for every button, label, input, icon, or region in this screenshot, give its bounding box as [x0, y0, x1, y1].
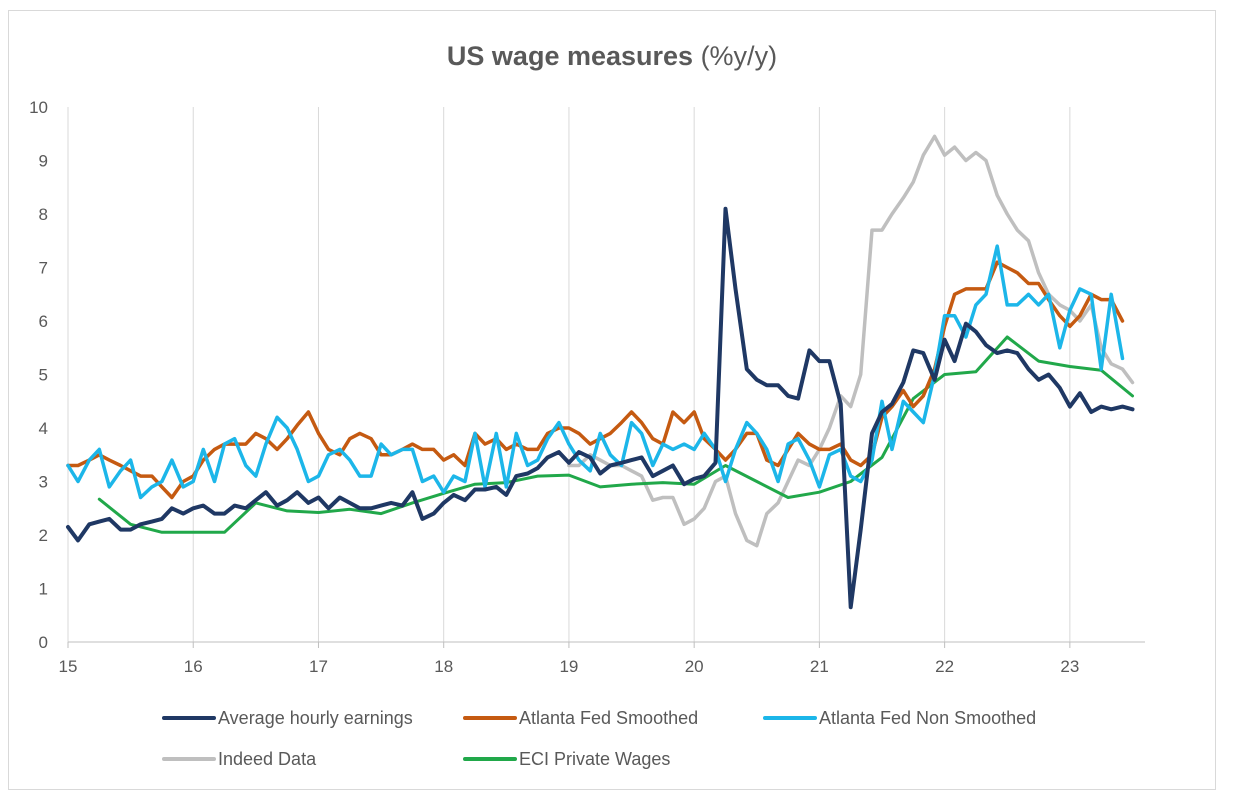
chart-title-suffix: (%y/y) [700, 41, 778, 71]
x-tick-label: 23 [1060, 657, 1079, 676]
chart-frame: US wage measures (%y/y) 15 16 17 18 19 20 21 22… [8, 10, 1216, 790]
series-line-average-hourly-earnings [66, 206, 1135, 610]
y-tick-label: 10 [29, 98, 48, 117]
legend: Average hourly earnings Atlanta Fed Smoot… [162, 708, 1036, 769]
legend-label: Atlanta Fed Smoothed [519, 708, 698, 728]
legend-item-indeed-data: Indeed Data [162, 749, 317, 769]
legend-label: Atlanta Fed Non Smoothed [819, 708, 1036, 728]
series-line-indeed-data [567, 134, 1135, 548]
series-lines [66, 134, 1135, 610]
series-line-atlanta-fed-smoothed [66, 260, 1125, 500]
gridlines [192, 107, 1071, 642]
y-tick-label: 8 [39, 205, 48, 224]
legend-item-atlanta-fed-non-smoothed: Atlanta Fed Non Smoothed [763, 708, 1036, 728]
y-tick-label: 1 [39, 580, 48, 599]
chart-title-main: US wage measures [446, 41, 694, 71]
x-tick-label: 18 [434, 657, 453, 676]
chart-title: US wage measures (%y/y) [9, 41, 1215, 72]
x-tick-label: 17 [309, 657, 328, 676]
legend-item-atlanta-fed-smoothed: Atlanta Fed Smoothed [463, 708, 698, 728]
legend-label: ECI Private Wages [519, 749, 670, 769]
y-tick-label: 5 [39, 366, 48, 385]
x-tick-label: 15 [59, 657, 78, 676]
legend-label: Average hourly earnings [218, 708, 413, 728]
x-tick-label: 19 [559, 657, 578, 676]
series-line-eci-private-wages [97, 335, 1134, 534]
y-tick-label: 4 [39, 419, 48, 438]
legend-item-average-hourly-earnings: Average hourly earnings [162, 708, 413, 728]
legend-item-eci-private-wages: ECI Private Wages [463, 749, 670, 769]
y-tick-label: 6 [39, 312, 48, 331]
x-tick-label: 21 [810, 657, 829, 676]
x-tick-label: 20 [685, 657, 704, 676]
x-tick-label: 22 [935, 657, 954, 676]
y-tick-label: 2 [39, 526, 48, 545]
x-tick-label: 16 [184, 657, 203, 676]
y-tick-label: 0 [39, 633, 48, 652]
y-tick-label: 7 [39, 259, 48, 278]
legend-label: Indeed Data [218, 749, 317, 769]
series-line-atlanta-fed-non-smoothed [66, 244, 1125, 500]
y-tick-label: 9 [39, 152, 48, 171]
y-tick-label: 3 [39, 473, 48, 492]
